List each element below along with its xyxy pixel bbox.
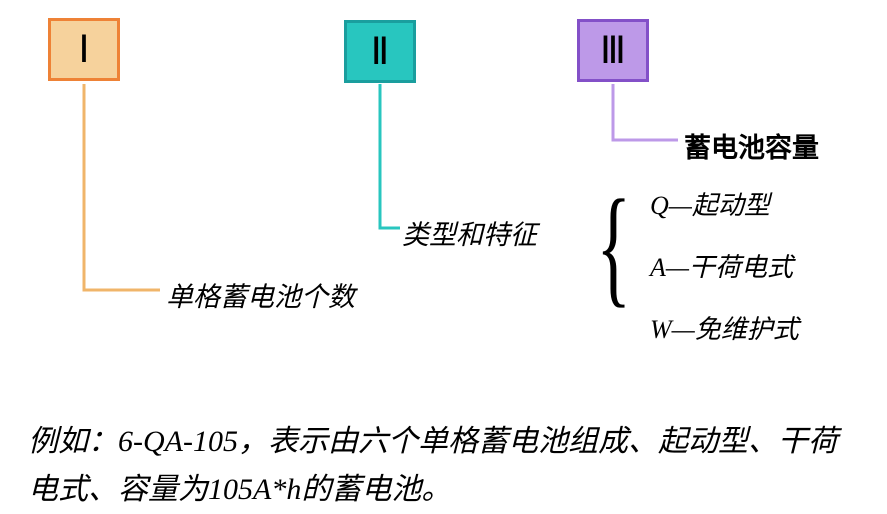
legend-sep-1: —	[666, 253, 689, 282]
brace: {	[596, 180, 631, 312]
label-box1: 单格蓄电池个数	[166, 275, 355, 314]
legend-desc-0: 起动型	[692, 191, 770, 220]
legend-item-1: A—干荷电式	[650, 247, 793, 284]
legend-key-0: Q	[650, 191, 669, 220]
legend-item-0: Q—起动型	[650, 185, 770, 222]
legend-item-2: W—免维护式	[650, 309, 799, 346]
legend-key-2: W	[650, 315, 672, 344]
legend-desc-2: 免维护式	[695, 315, 799, 344]
label-box2: 类型和特征	[402, 213, 537, 252]
legend-desc-1: 干荷电式	[689, 253, 793, 282]
example-text: 例如：6-QA-105，表示由六个单格蓄电池组成、起动型、干荷电式、容量为105…	[28, 418, 858, 514]
legend-key-1: A	[650, 253, 666, 282]
legend-sep-2: —	[672, 315, 695, 344]
label-box3: 蓄电池容量	[684, 126, 819, 165]
legend-sep-0: —	[669, 191, 692, 220]
